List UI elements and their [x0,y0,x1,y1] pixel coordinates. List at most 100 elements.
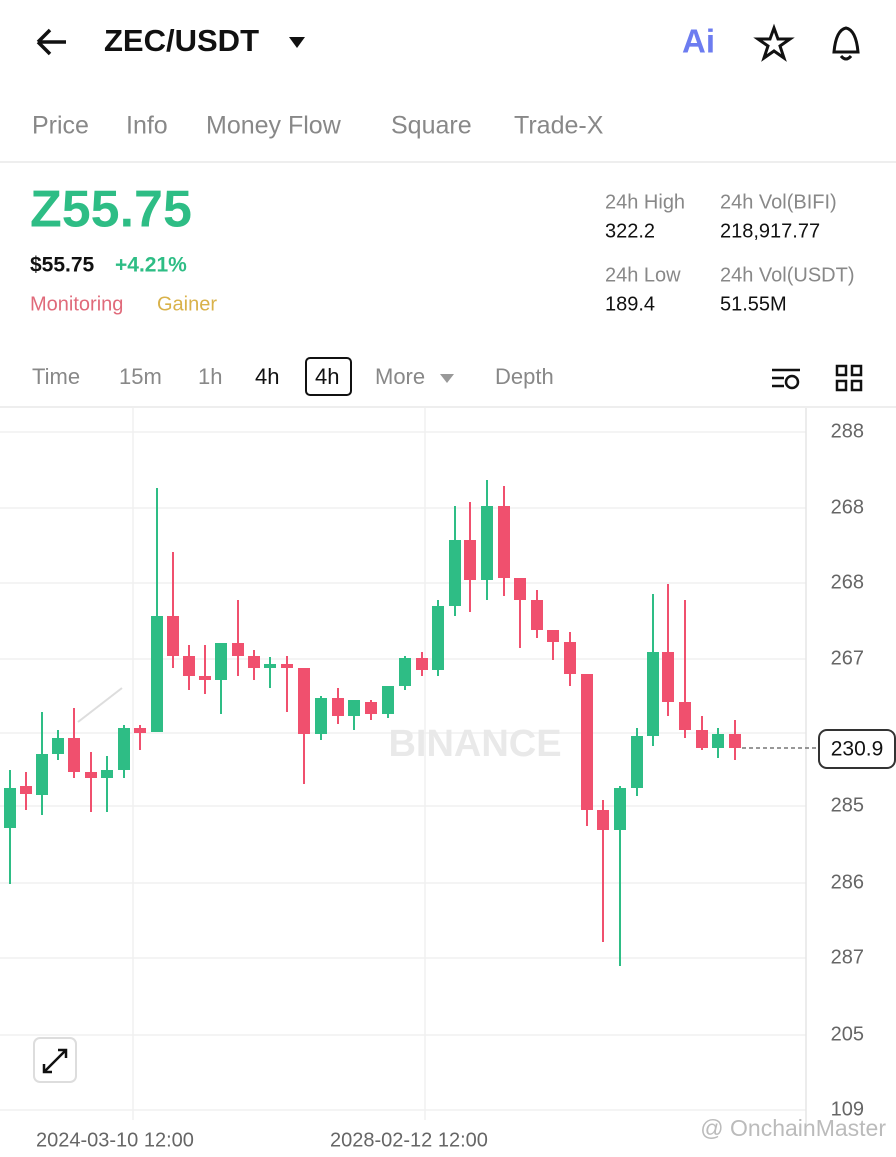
candle-body [416,658,428,670]
indicator-icon-dot [784,374,800,390]
stat-label: 24h Low [605,264,681,286]
candle-body [382,686,394,714]
candle-body [68,738,80,772]
candle-body [298,668,310,734]
candle-body [315,698,327,734]
tab[interactable]: Price [32,112,89,140]
y-axis-label: 205 [831,1023,864,1045]
candle-body [614,788,626,830]
candle-body [712,734,724,748]
candle-body [729,734,741,748]
tab[interactable]: Money Flow [206,112,342,140]
candle-body [264,664,276,668]
stat-label: 24h High [605,191,685,213]
candle-body [662,652,674,702]
candle-body [498,506,510,578]
price-change: +4.21% [115,254,187,277]
interval[interactable]: 4h [255,364,279,389]
back-icon[interactable] [36,28,66,56]
selected-interval-box [305,357,352,396]
candle-body [332,698,344,716]
candle-body [449,540,461,606]
candle-body [85,772,97,778]
candle-body [581,674,593,810]
candle-body [679,702,691,730]
candle-body [597,810,609,830]
interval[interactable]: 4h [315,364,339,389]
stat-value: 218,917.77 [720,220,820,242]
stat-value: 189.4 [605,293,655,315]
indicator-icon[interactable] [772,368,800,388]
interval[interactable]: 1h [198,364,222,389]
candle-body [564,642,576,674]
candle-body [151,616,163,732]
pair-title[interactable]: ZEC/USDT [104,23,259,58]
y-axis-label: 288 [831,420,864,442]
candle-body [20,786,32,794]
y-axis-label: 268 [831,571,864,593]
candle-body [481,506,493,580]
candle-body [118,728,130,770]
candle-body [215,643,227,680]
ai-button[interactable]: Ai [682,23,715,60]
bell-icon[interactable] [832,26,860,61]
stat-label: 24h Vol(USDT) [720,264,855,286]
candle-body [4,788,16,828]
x-axis-label: 2024-03-10 12:00 [36,1129,194,1151]
candle-body [547,630,559,642]
interval[interactable]: Depth [495,364,554,389]
candle-body [167,616,179,656]
layout-icon[interactable] [835,364,863,392]
candle-body [432,606,444,670]
current-price: 230.9 [831,738,884,761]
candle-body [101,770,113,778]
watermark: BINANCE [388,723,561,765]
candle-body [464,540,476,580]
candle-body [696,730,708,748]
current-price-box [818,729,896,769]
tab[interactable]: Info [126,112,168,140]
candle-body [183,656,195,676]
candle-body [514,578,526,600]
candle-body [248,656,260,668]
y-axis-label: 285 [831,794,864,816]
y-axis-label: 286 [831,871,864,893]
interval[interactable]: Time [32,364,80,389]
candle-body [348,700,360,716]
main-price: Z55.75 [30,181,192,239]
tag[interactable]: Monitoring [30,293,123,315]
candle-body [531,600,543,630]
candle-body [647,652,659,736]
stat-value: 322.2 [605,220,655,242]
stat-value: 51.55M [720,293,787,315]
y-axis-label: 267 [831,647,864,669]
y-axis-label: 109 [831,1098,864,1120]
tag[interactable]: Gainer [157,293,217,315]
candle-body [36,754,48,795]
candle-body [365,702,377,714]
candle-body [232,643,244,656]
candle-body [399,658,411,686]
interval[interactable]: More [375,364,425,389]
candle-body [281,664,293,668]
y-axis-label: 268 [831,496,864,518]
candle-body [134,728,146,733]
fullscreen-icon [42,1048,68,1074]
interval[interactable]: 15m [119,364,162,389]
more-caret [440,374,454,383]
stat-label: 24h Vol(BIFI) [720,191,837,213]
candle-body [199,676,211,680]
x-axis-label: 2028-02-12 12:00 [330,1129,488,1151]
candle-body [631,736,643,788]
y-axis-label: 287 [831,946,864,968]
tab[interactable]: Trade-X [514,112,604,140]
usd-price: $55.75 [30,254,95,277]
drawing-line [77,687,123,723]
star-icon[interactable] [753,23,795,62]
dropdown-icon[interactable] [289,37,305,48]
candle-body [52,738,64,754]
credit: @ OnchainMaster [700,1115,886,1141]
tab[interactable]: Square [391,112,472,140]
